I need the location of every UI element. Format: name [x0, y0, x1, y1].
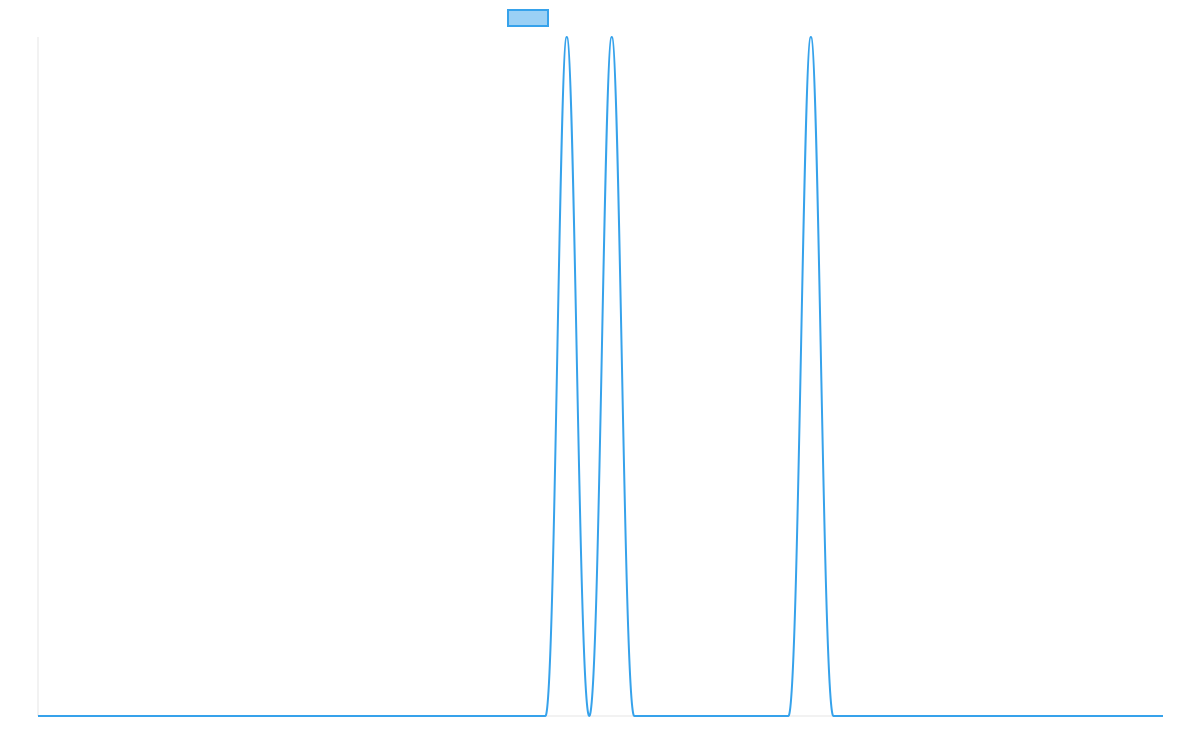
- data-point[interactable]: [830, 713, 836, 719]
- series-line[interactable]: [38, 36, 1163, 717]
- data-point[interactable]: [35, 713, 41, 719]
- data-point[interactable]: [785, 713, 791, 719]
- legend-swatch[interactable]: [507, 9, 549, 27]
- data-point[interactable]: [564, 34, 570, 40]
- data-point[interactable]: [631, 713, 637, 719]
- data-point[interactable]: [1160, 713, 1166, 719]
- data-point[interactable]: [808, 34, 814, 40]
- data-point[interactable]: [609, 34, 615, 40]
- series-layer: [35, 34, 1166, 719]
- data-point[interactable]: [542, 713, 548, 719]
- legend: [507, 9, 549, 27]
- data-point[interactable]: [586, 713, 592, 719]
